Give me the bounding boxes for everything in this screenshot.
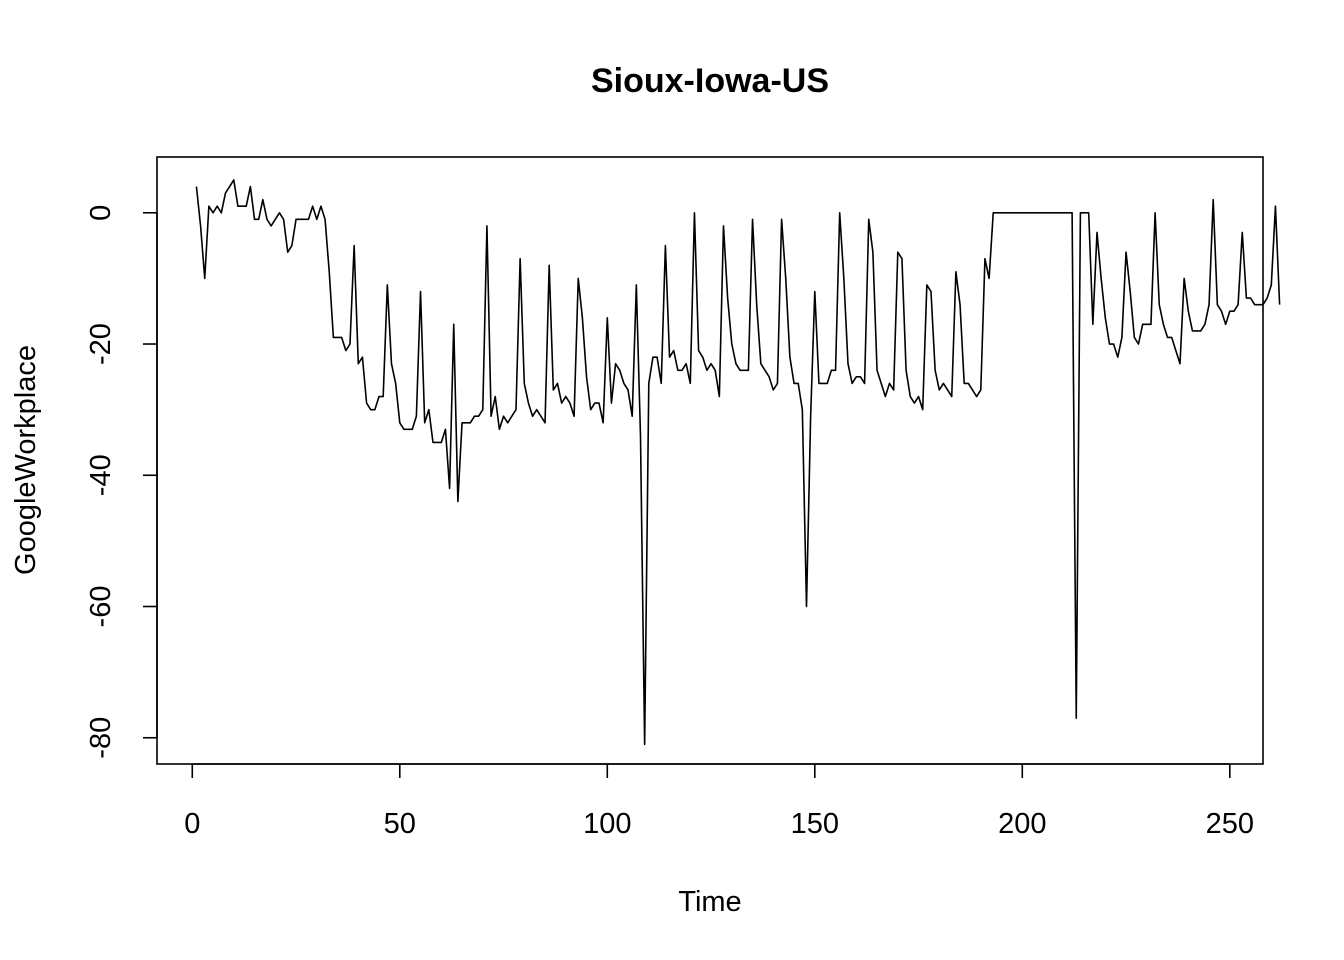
x-axis: 0 50 100 150 200 250 xyxy=(184,763,1254,840)
y-tick-label: -20 xyxy=(85,323,117,365)
y-tick-label: 0 xyxy=(85,205,117,221)
chart-title: Sioux-Iowa-US xyxy=(591,62,829,100)
x-tick-label: 0 xyxy=(184,808,200,840)
x-axis-label: Time xyxy=(678,886,741,918)
x-tick-label: 250 xyxy=(1206,808,1254,840)
y-axis: 0 -20 -40 -60 -80 xyxy=(85,205,158,759)
y-tick-label: -80 xyxy=(85,717,117,759)
y-tick-label: -40 xyxy=(85,454,117,496)
plot-frame xyxy=(156,156,1264,765)
x-tick-label: 200 xyxy=(998,808,1046,840)
y-tick-label: -60 xyxy=(85,586,117,628)
series-line xyxy=(195,179,1281,746)
y-axis-label: GoogleWorkplace xyxy=(10,345,42,575)
x-tick-label: 50 xyxy=(384,808,416,840)
x-tick-label: 100 xyxy=(583,808,631,840)
x-tick-label: 150 xyxy=(791,808,839,840)
